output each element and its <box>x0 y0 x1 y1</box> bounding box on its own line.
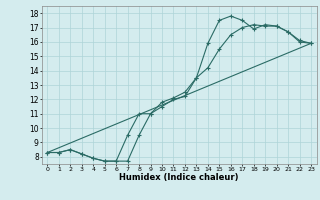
X-axis label: Humidex (Indice chaleur): Humidex (Indice chaleur) <box>119 173 239 182</box>
